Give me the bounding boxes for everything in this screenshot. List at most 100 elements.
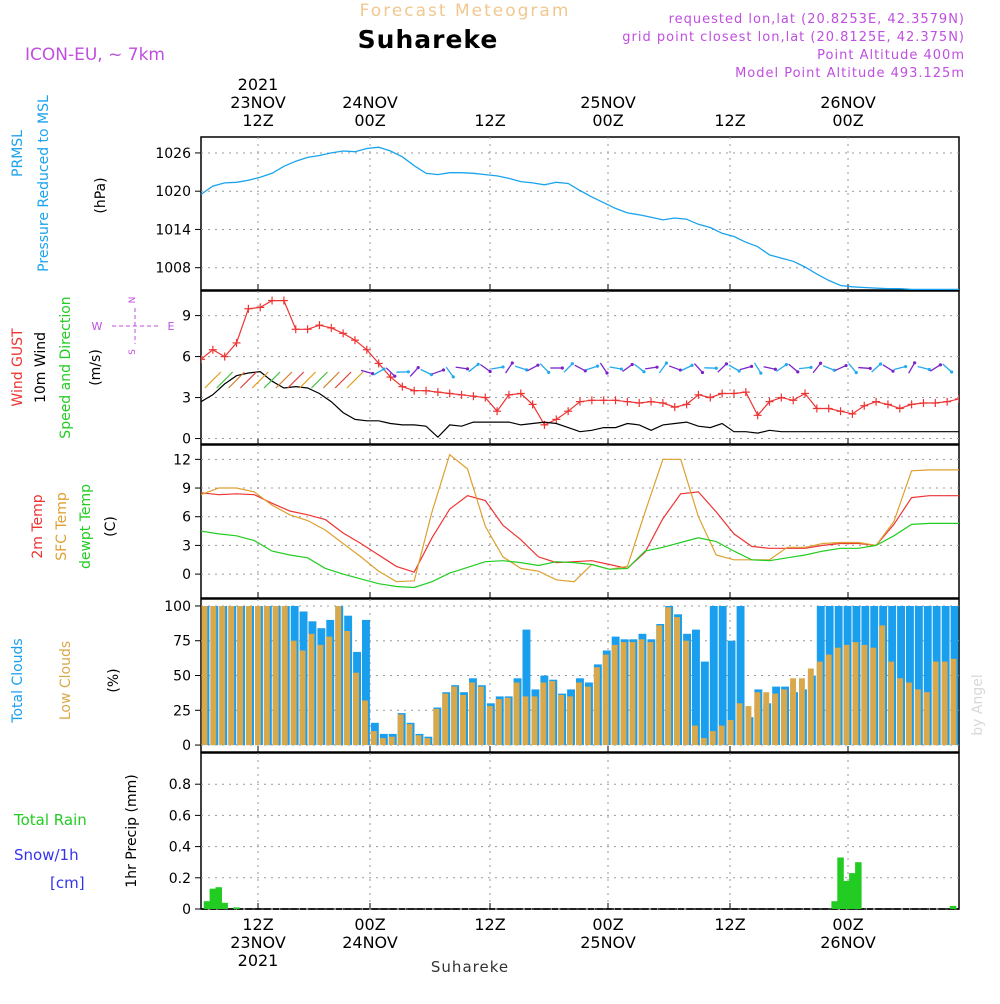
precip-bar bbox=[837, 858, 844, 910]
wind-arrow bbox=[858, 368, 870, 369]
low-cloud-bar bbox=[469, 683, 475, 746]
y-tick-label: 1008 bbox=[155, 261, 191, 277]
low-cloud-bar bbox=[202, 606, 208, 745]
y-tick-label: 0.2 bbox=[169, 871, 191, 887]
wind-arrow-head bbox=[620, 367, 623, 370]
low-cloud-bar bbox=[478, 687, 484, 745]
wind-arrow-head bbox=[715, 367, 718, 370]
low-cloud-bar bbox=[353, 673, 359, 745]
low-cloud-bar bbox=[300, 651, 306, 746]
top-axis-label: 12Z bbox=[474, 111, 505, 130]
compass-s: S bbox=[128, 349, 138, 355]
snow-label: Snow/1h bbox=[14, 846, 79, 864]
wind-arrow-head bbox=[759, 371, 762, 374]
low-cloud-bar bbox=[665, 607, 671, 745]
wind-arrow bbox=[515, 366, 526, 370]
bottom-axis-label: 12Z bbox=[242, 915, 273, 934]
wind-arrow-head bbox=[690, 364, 693, 367]
y-tick-label: 6 bbox=[182, 510, 191, 526]
low-cloud-bar bbox=[344, 631, 350, 745]
bottom-axis-label: 12Z bbox=[714, 915, 745, 934]
wind-arrow bbox=[694, 364, 702, 373]
low-cloud-bar bbox=[656, 625, 662, 745]
wind-arrow bbox=[909, 363, 915, 373]
precip-bar bbox=[843, 881, 850, 909]
top-axis-label: 00Z bbox=[354, 111, 385, 130]
low-cloud-bar bbox=[692, 726, 698, 746]
wind-arrow bbox=[681, 365, 692, 370]
total-cloud-bar bbox=[710, 606, 718, 745]
wind-arrow bbox=[540, 364, 548, 373]
sfc-label: SFC Temp bbox=[54, 492, 70, 561]
low-cloud-bar bbox=[790, 678, 796, 745]
low-cloud-bar bbox=[888, 662, 894, 746]
wind-arrow-head bbox=[642, 370, 645, 373]
y-tick-label: 0 bbox=[182, 738, 191, 754]
gust-label: Wind GUST bbox=[10, 328, 26, 407]
low-cloud-bar bbox=[879, 625, 885, 745]
wind-arrow-head bbox=[547, 371, 550, 374]
watermark: by Angel bbox=[970, 674, 986, 735]
bottom-axis-label: 00Z bbox=[354, 915, 385, 934]
wind-arrow-head bbox=[869, 367, 872, 370]
wind-arrow bbox=[740, 366, 752, 369]
top-axis-label: 26NOV bbox=[820, 93, 876, 112]
low-cloud-bar bbox=[460, 695, 466, 745]
low-cloud-bar bbox=[826, 655, 832, 745]
wind-arrow bbox=[527, 365, 538, 371]
dewpt-label: dewpt Temp bbox=[78, 484, 94, 569]
y-tick-label: 3 bbox=[182, 391, 191, 407]
low-cloud-bar bbox=[255, 606, 261, 745]
low-cloud-bar bbox=[326, 637, 332, 746]
wind-arrow-head bbox=[750, 365, 753, 368]
snow-unit-label: [cm] bbox=[50, 874, 85, 892]
model-altitude: Model Point Altitude 493.125m bbox=[735, 66, 965, 81]
low-cloud-bar bbox=[763, 692, 769, 745]
low-cloud-bar bbox=[576, 683, 582, 746]
low-cloud-bar bbox=[799, 678, 805, 745]
y-tick-label: 9 bbox=[182, 309, 191, 325]
precip-bar bbox=[849, 873, 856, 909]
top-axis-label: 00Z bbox=[592, 111, 623, 130]
location-title: Suhareke bbox=[358, 25, 499, 54]
panel-frame bbox=[201, 445, 959, 598]
wind-arrow-head bbox=[796, 370, 799, 373]
wind-arrow-head bbox=[939, 363, 942, 366]
footer-location: Suhareke bbox=[431, 958, 509, 976]
bottom-axis-label: 24NOV bbox=[342, 933, 398, 952]
y-tick-label: 25 bbox=[173, 703, 191, 719]
pressure-label: Pressure Reduced to MSL bbox=[36, 95, 52, 272]
wind-arrow-head bbox=[665, 362, 668, 365]
low-cloud-bar bbox=[442, 694, 448, 746]
low-cloud-bar bbox=[219, 606, 225, 745]
wind-arrow-head bbox=[466, 367, 469, 370]
low-cloud-bar bbox=[728, 720, 734, 745]
low-cloud-bar bbox=[817, 662, 823, 746]
wind-unit: (m/s) bbox=[88, 349, 104, 386]
low-cloud-bar bbox=[237, 606, 243, 745]
wind-arrow-head bbox=[774, 368, 777, 371]
wind-arrow bbox=[823, 366, 834, 370]
wind-arrow bbox=[776, 365, 786, 372]
wind-arrow-head bbox=[844, 364, 847, 367]
low-cloud-bar bbox=[505, 698, 511, 745]
wind-arrow bbox=[813, 363, 820, 372]
y-tick-label: 50 bbox=[173, 669, 191, 685]
wind-arrow bbox=[373, 369, 383, 375]
low-cloud-bar bbox=[594, 667, 600, 745]
bottom-axis-label: 00Z bbox=[832, 915, 863, 934]
wind-arrow bbox=[456, 367, 468, 369]
model-label: ICON-EU, ~ 7km bbox=[25, 45, 165, 65]
wind-arrow bbox=[634, 364, 643, 371]
wind-arrow bbox=[623, 364, 633, 371]
compass-e: E bbox=[168, 320, 175, 333]
low-cloud-bar bbox=[451, 687, 457, 745]
y-tick-label: 6 bbox=[182, 350, 191, 366]
low-cloud-bar bbox=[861, 645, 867, 745]
low-cloud-bar bbox=[317, 645, 323, 745]
wind-arrow bbox=[883, 365, 893, 371]
